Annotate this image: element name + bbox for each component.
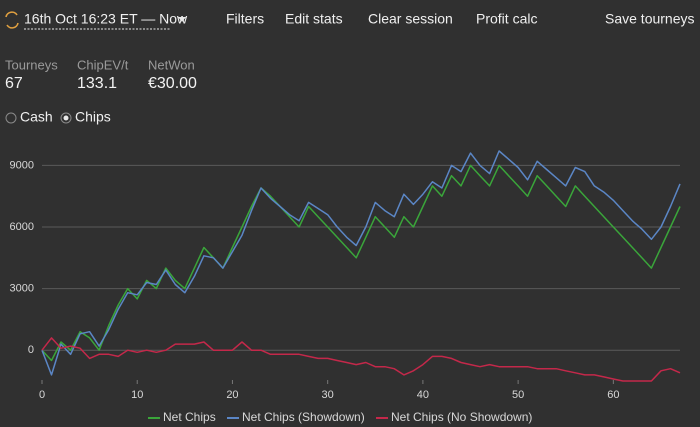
y-tick-label: 6000 xyxy=(10,221,34,233)
series-line xyxy=(41,150,681,376)
stat-label: Tourneys xyxy=(5,57,58,72)
stat-value: 67 xyxy=(5,75,23,92)
dropdown-caret[interactable] xyxy=(178,17,186,22)
menu-item[interactable]: Save tourneys xyxy=(605,11,695,27)
series-line xyxy=(41,164,681,362)
radio-label[interactable]: Chips xyxy=(75,109,111,125)
radio-label[interactable]: Cash xyxy=(20,109,53,125)
y-tick-label: 0 xyxy=(28,344,34,356)
session-icon[interactable] xyxy=(5,11,19,29)
y-tick-label: 9000 xyxy=(10,159,34,171)
menu-item[interactable]: Clear session xyxy=(368,11,453,27)
x-tick-label: 50 xyxy=(512,389,524,401)
x-tick-label: 20 xyxy=(226,389,238,401)
radio[interactable] xyxy=(60,112,72,124)
stat-value: €30.00 xyxy=(148,75,197,92)
series-line xyxy=(41,337,681,382)
stat-label: NetWon xyxy=(148,57,195,72)
radio[interactable] xyxy=(5,112,17,124)
legend-label: Net Chips (Showdown) xyxy=(242,410,365,424)
legend-label: Net Chips xyxy=(163,410,216,424)
x-tick-label: 0 xyxy=(39,389,45,401)
legend-label: Net Chips (No Showdown) xyxy=(391,410,532,424)
menu-item[interactable]: Filters xyxy=(226,11,264,27)
stat-label: ChipEV/t xyxy=(77,57,129,72)
x-tick-label: 60 xyxy=(607,389,619,401)
y-tick-label: 3000 xyxy=(10,283,34,295)
radio-dot xyxy=(63,115,69,121)
menu-item[interactable]: Profit calc xyxy=(476,11,537,27)
menu-item[interactable]: Edit stats xyxy=(285,11,343,27)
x-tick-label: 10 xyxy=(131,389,143,401)
x-tick-label: 40 xyxy=(417,389,429,401)
date-range[interactable]: 16th Oct 16:23 ET — Now xyxy=(24,11,188,27)
stat-value: 133.1 xyxy=(77,75,117,92)
x-tick-label: 30 xyxy=(322,389,334,401)
